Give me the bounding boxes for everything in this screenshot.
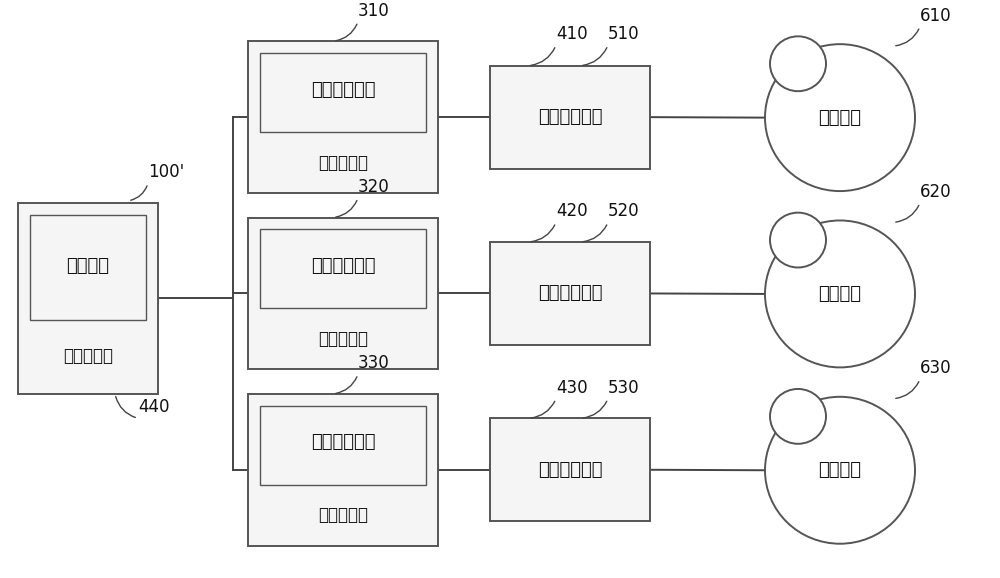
Circle shape <box>765 220 915 368</box>
Text: 310: 310 <box>358 2 390 20</box>
Bar <box>248 41 438 193</box>
Text: 610: 610 <box>920 6 952 25</box>
Text: 第一驱动电路: 第一驱动电路 <box>538 108 602 126</box>
Text: 第一执行单元: 第一执行单元 <box>311 81 375 99</box>
Bar <box>260 406 426 484</box>
Bar <box>490 418 650 521</box>
Text: 第三执行单元: 第三执行单元 <box>311 434 375 451</box>
Text: 主控单元: 主控单元 <box>66 257 110 275</box>
Text: 第一处理器: 第一处理器 <box>318 154 368 172</box>
Text: 410: 410 <box>556 25 588 43</box>
Text: 530: 530 <box>608 379 640 397</box>
Text: 630: 630 <box>920 359 952 377</box>
Text: 第四处理器: 第四处理器 <box>63 347 113 365</box>
Text: 第三电机: 第三电机 <box>818 461 862 479</box>
Text: 第三驱动电路: 第三驱动电路 <box>538 461 602 479</box>
Text: 第二驱动电路: 第二驱动电路 <box>538 284 602 302</box>
Text: 第一电机: 第一电机 <box>818 109 862 127</box>
Text: 100': 100' <box>148 164 184 181</box>
Bar <box>490 66 650 169</box>
Bar <box>248 217 438 369</box>
Circle shape <box>765 44 915 191</box>
Text: 620: 620 <box>920 183 952 201</box>
Bar <box>260 229 426 308</box>
Text: 430: 430 <box>556 379 588 397</box>
Bar <box>18 203 158 394</box>
Bar <box>260 53 426 132</box>
Text: 440: 440 <box>138 398 170 416</box>
Text: 320: 320 <box>358 178 390 196</box>
Text: 第二处理器: 第二处理器 <box>318 330 368 348</box>
Text: 420: 420 <box>556 202 588 220</box>
Circle shape <box>765 397 915 544</box>
Bar <box>248 394 438 546</box>
Circle shape <box>770 213 826 268</box>
Bar <box>30 214 146 320</box>
Text: 520: 520 <box>608 202 640 220</box>
Text: 第二电机: 第二电机 <box>818 285 862 303</box>
Text: 330: 330 <box>358 354 390 372</box>
Circle shape <box>770 389 826 444</box>
Circle shape <box>770 36 826 91</box>
Text: 第二执行单元: 第二执行单元 <box>311 257 375 275</box>
Text: 510: 510 <box>608 25 640 43</box>
Text: 第三处理器: 第三处理器 <box>318 506 368 524</box>
Bar <box>490 242 650 345</box>
